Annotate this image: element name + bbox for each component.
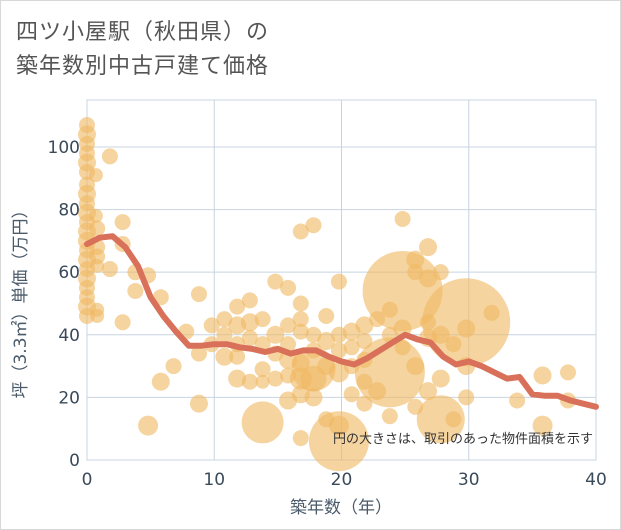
data-bubble [292, 323, 309, 340]
data-bubble [532, 415, 553, 436]
data-bubble [305, 217, 322, 234]
data-bubble [560, 364, 577, 381]
data-bubble [305, 326, 322, 343]
data-bubble [343, 386, 360, 403]
data-bubble [241, 292, 258, 309]
chart-title: 四ツ小屋駅（秋田県）の 築年数別中古戸建て価格 [16, 16, 269, 84]
data-bubble [151, 372, 170, 391]
data-bubble [280, 317, 297, 334]
data-bubble [304, 388, 323, 407]
data-bubble [457, 319, 476, 338]
data-bubble [138, 415, 159, 436]
bubble-size-note: 円の大きさは、取引のあった物件面積を示す [333, 432, 593, 447]
y-tick-label: 20 [58, 388, 80, 408]
y-tick-label: 60 [58, 263, 80, 283]
data-bubble [458, 389, 475, 406]
data-bubble [343, 339, 360, 356]
data-bubble [533, 366, 552, 385]
data-bubble [229, 348, 246, 365]
data-bubble [406, 357, 425, 376]
data-bubble [267, 370, 284, 387]
data-bubble [190, 286, 207, 303]
data-bubble [292, 295, 309, 312]
data-bubble [381, 408, 398, 425]
bubble-layer [78, 117, 577, 472]
data-bubble [254, 311, 271, 328]
data-bubble [240, 313, 259, 332]
data-bubble [445, 411, 462, 428]
y-tick-label: 40 [58, 326, 80, 346]
data-bubble [308, 411, 369, 472]
data-bubble [101, 148, 118, 165]
data-bubble [317, 332, 336, 351]
data-bubble [509, 392, 526, 409]
data-bubble [114, 314, 131, 331]
data-bubble [330, 273, 347, 290]
y-tick-label: 100 [48, 138, 80, 158]
data-bubble [292, 223, 309, 240]
data-bubble [406, 250, 425, 269]
data-bubble [419, 382, 438, 401]
data-bubble [216, 326, 233, 343]
data-bubble [394, 339, 411, 356]
data-bubble [407, 264, 424, 281]
title-line-2: 築年数別中古戸建て価格 [16, 54, 270, 79]
trend-line [84, 233, 599, 410]
data-bubble [330, 342, 347, 359]
data-bubble [419, 238, 438, 257]
y-tick-label: 80 [58, 201, 80, 221]
title-line-1: 四ツ小屋駅（秋田県）の [16, 20, 270, 45]
data-bubble [394, 210, 411, 227]
data-bubble [165, 358, 182, 375]
data-bubble [189, 394, 208, 413]
data-bubble [90, 258, 105, 273]
data-bubble [483, 304, 500, 321]
grid-lines [86, 99, 597, 461]
data-bubble [431, 369, 450, 388]
data-bubble [216, 311, 233, 328]
data-bubble [267, 273, 284, 290]
data-bubble [228, 369, 247, 388]
data-bubble [241, 401, 284, 444]
data-bubble [90, 309, 105, 323]
data-bubble [229, 298, 246, 315]
data-bubble [88, 208, 103, 223]
data-bubble [203, 317, 220, 334]
x-tick-label: 20 [331, 470, 353, 490]
data-bubble [254, 361, 271, 378]
data-bubble [127, 282, 144, 299]
data-bubble [255, 374, 270, 389]
y-axis-title: 坪（3.3㎡）単価（万円） [11, 201, 31, 398]
data-bubble [215, 347, 234, 366]
x-tick-label: 40 [585, 470, 607, 490]
x-tick-label: 30 [458, 470, 480, 490]
data-bubble [101, 261, 118, 278]
data-bubble [241, 329, 258, 346]
data-bubble [88, 168, 103, 183]
data-bubble [432, 264, 449, 281]
tick-labels: 0 10 20 30 40 0 20 40 60 80 100 [48, 138, 607, 490]
x-axis-title: 築年数（年） [290, 498, 392, 518]
data-bubble [241, 373, 258, 390]
data-bubble [89, 220, 106, 237]
data-bubble [114, 214, 131, 231]
data-bubble [355, 316, 374, 335]
y-tick-label: 0 [69, 451, 80, 471]
x-tick-label: 0 [82, 470, 93, 490]
data-bubble [292, 311, 309, 328]
data-bubble [266, 325, 285, 344]
data-bubble [292, 430, 309, 447]
data-bubble [280, 279, 297, 296]
x-tick-label: 10 [203, 470, 225, 490]
data-bubble [416, 395, 465, 444]
data-bubble [318, 308, 335, 324]
data-bubble [190, 345, 207, 362]
data-bubble [419, 269, 438, 288]
